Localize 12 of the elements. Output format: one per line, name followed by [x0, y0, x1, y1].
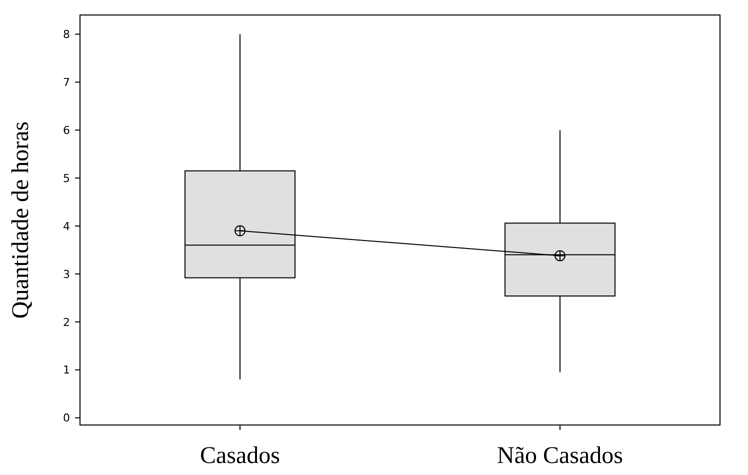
y-tick-label: 1: [63, 364, 70, 377]
y-tick-label: 2: [63, 316, 70, 329]
y-tick-label: 7: [63, 76, 70, 89]
y-tick-label: 8: [63, 28, 70, 42]
y-tick-label: 4: [63, 220, 70, 233]
x-tick-label: Não Casados: [497, 443, 623, 469]
x-tick-label: Casados: [200, 443, 280, 469]
y-tick-label: 0: [63, 412, 70, 425]
y-tick-label: 6: [63, 124, 70, 137]
y-tick-label: 3: [63, 268, 70, 281]
y-axis-title: Quantidade de horas: [8, 121, 34, 319]
y-tick-label: 5: [63, 172, 70, 185]
